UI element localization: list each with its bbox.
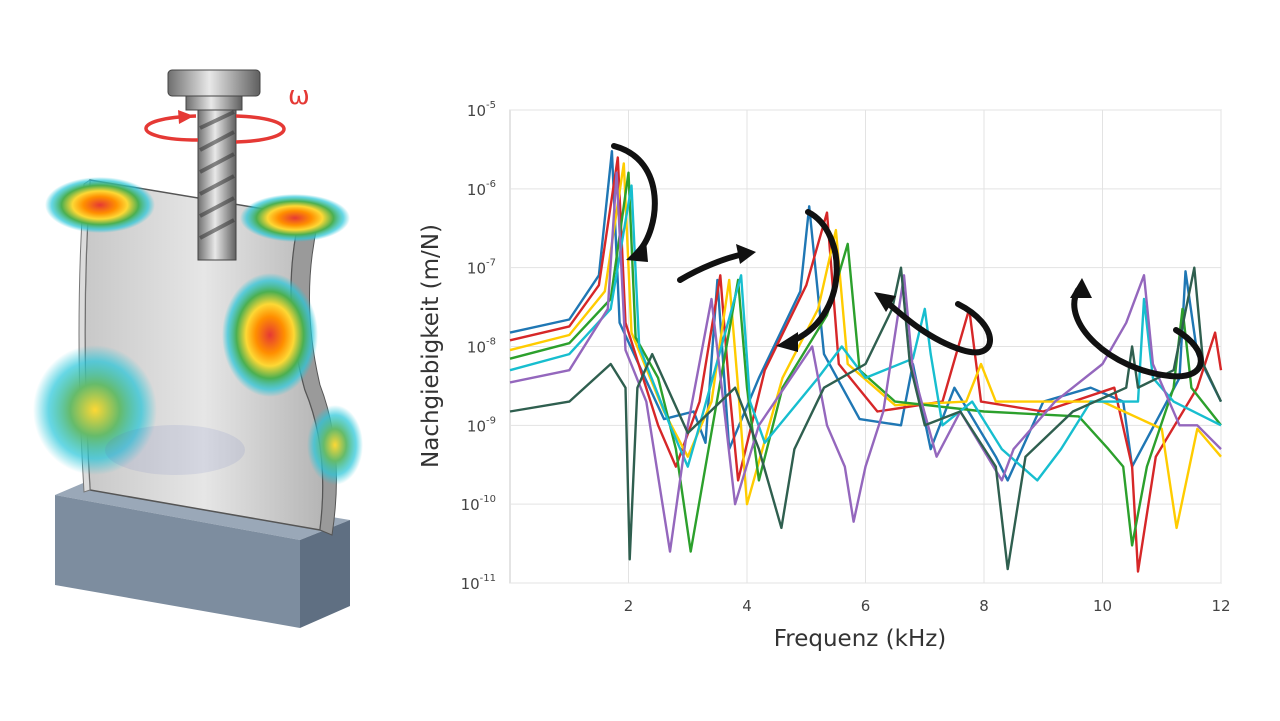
x-tick-label: 10 <box>1093 597 1112 615</box>
arrowhead-3 <box>776 332 798 352</box>
y-tick-base: 10 <box>461 496 480 514</box>
series-line-1 <box>509 150 1223 482</box>
annotation-arrow-4 <box>879 295 993 356</box>
series-line-6 <box>509 171 1222 553</box>
annotation-arrow-3 <box>787 209 840 345</box>
y-tick-exponent: -9 <box>486 415 496 426</box>
annotation-arrowheads <box>626 240 1092 352</box>
arrowhead-5 <box>1070 278 1092 298</box>
y-tick-label: 10-5 <box>467 100 496 120</box>
x-tick-label: 6 <box>861 597 871 615</box>
series-line-4 <box>509 171 1222 553</box>
series-layer <box>509 150 1223 573</box>
y-tick-exponent: -8 <box>486 337 496 348</box>
series-line-2 <box>509 156 1223 573</box>
x-tick-label: 8 <box>979 597 989 615</box>
series-line-7 <box>509 266 1223 571</box>
x-axis-title: Frequenz (kHz) <box>774 626 947 652</box>
y-tick-label: 10-8 <box>467 337 496 357</box>
series-line-3 <box>509 162 1222 530</box>
y-tick-base: 10 <box>467 260 486 278</box>
mode-shape-heatmap <box>33 177 363 485</box>
omega-label: ω <box>288 81 310 111</box>
x-tick-label: 2 <box>624 597 634 615</box>
y-tick-base: 10 <box>467 181 486 199</box>
y-tick-exponent: -10 <box>480 494 496 505</box>
y-tick-label: 10-6 <box>467 179 496 199</box>
x-tick-label: 12 <box>1211 597 1230 615</box>
milling-tool <box>167 69 261 261</box>
y-tick-exponent: -11 <box>480 573 496 584</box>
y-tick-exponent: -5 <box>486 100 496 111</box>
y-tick-label: 10-11 <box>461 573 496 593</box>
y-tick-label: 10-9 <box>467 415 496 435</box>
milling-illustration: ω <box>33 69 363 628</box>
arrowhead-4 <box>874 292 896 312</box>
y-tick-exponent: -7 <box>486 258 496 269</box>
y-axis-title: Nachgiebigkeit (m/N) <box>418 224 444 468</box>
y-tick-base: 10 <box>461 575 480 593</box>
y-tick-exponent: -6 <box>486 179 496 190</box>
annotation-arrows <box>611 143 1204 380</box>
arrowhead-1 <box>626 240 648 262</box>
y-tick-base: 10 <box>467 339 486 357</box>
rotation-arrow <box>144 110 286 144</box>
y-tick-base: 10 <box>467 417 486 435</box>
y-tick-label: 10-10 <box>461 494 496 514</box>
y-tick-label: 10-7 <box>467 258 496 278</box>
annotation-arrow-5 <box>1071 287 1204 380</box>
x-tick-label: 4 <box>742 597 752 615</box>
arrowhead-2 <box>736 244 756 264</box>
y-tick-base: 10 <box>467 102 486 120</box>
